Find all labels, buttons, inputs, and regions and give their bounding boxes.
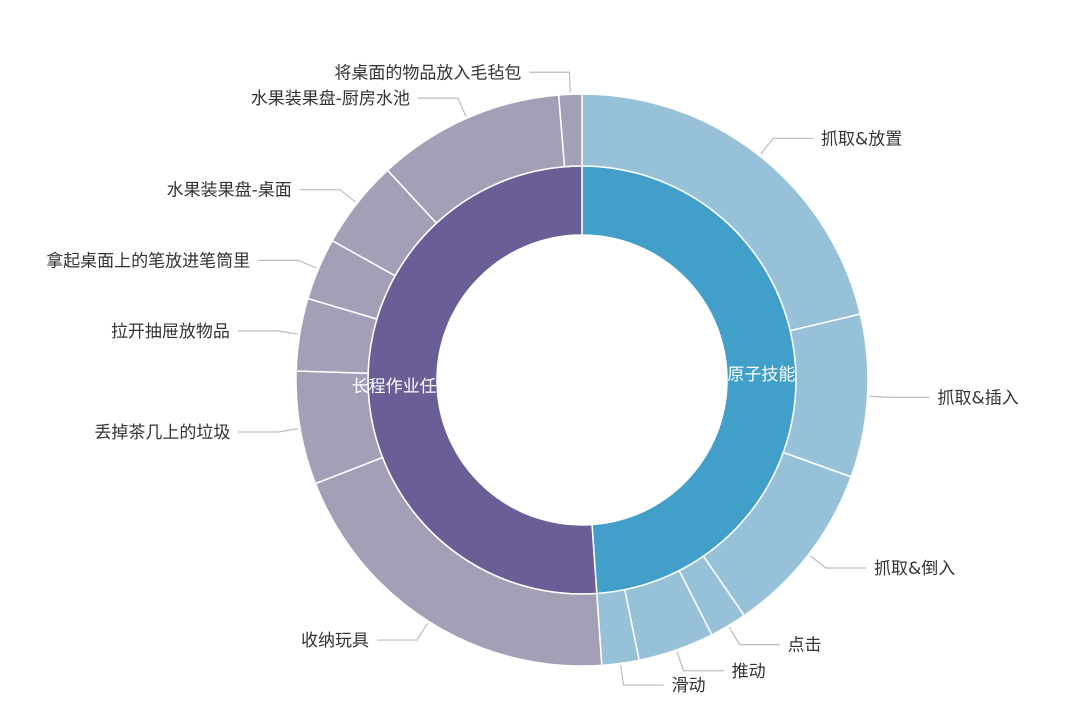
outer-label: 水果装果盘-桌面 xyxy=(167,181,292,201)
leader-line xyxy=(238,428,299,433)
leader-line xyxy=(376,622,429,641)
outer-label: 拿起桌面上的笔放进笔筒里 xyxy=(46,250,250,271)
inner-label: 原子技能 xyxy=(727,365,795,385)
outer-label: 抓取&倒入 xyxy=(874,559,955,579)
leader-line xyxy=(869,395,930,399)
outer-label: 推动 xyxy=(732,662,766,682)
leader-line xyxy=(760,137,814,155)
inner-label: 长程作业任务 xyxy=(352,377,454,397)
outer-label: 滑动 xyxy=(671,676,705,696)
leader-line xyxy=(258,259,317,269)
leader-line xyxy=(620,665,664,686)
outer-label: 水果装果盘-厨房水池 xyxy=(251,89,410,109)
outer-label: 抓取&插入 xyxy=(938,388,1019,408)
leader-line xyxy=(809,555,866,569)
leader-line xyxy=(728,627,780,646)
leader-line xyxy=(299,189,356,203)
outer-segment-1-6[interactable] xyxy=(557,93,583,168)
outer-label: 丢掉茶几上的垃圾 xyxy=(94,423,230,443)
outer-label: 抓取&放置 xyxy=(821,129,902,149)
leader-line xyxy=(529,71,571,93)
outer-label: 拉开抽屉放物品 xyxy=(111,322,230,342)
outer-label: 点击 xyxy=(788,636,822,656)
outer-label: 将桌面的物品放入毛毡包 xyxy=(334,63,521,83)
leader-line xyxy=(237,330,298,335)
leader-line xyxy=(676,651,724,672)
leader-line xyxy=(417,97,467,117)
outer-label: 收纳玩具 xyxy=(301,631,369,651)
outer-segment-0-1[interactable] xyxy=(782,313,869,478)
